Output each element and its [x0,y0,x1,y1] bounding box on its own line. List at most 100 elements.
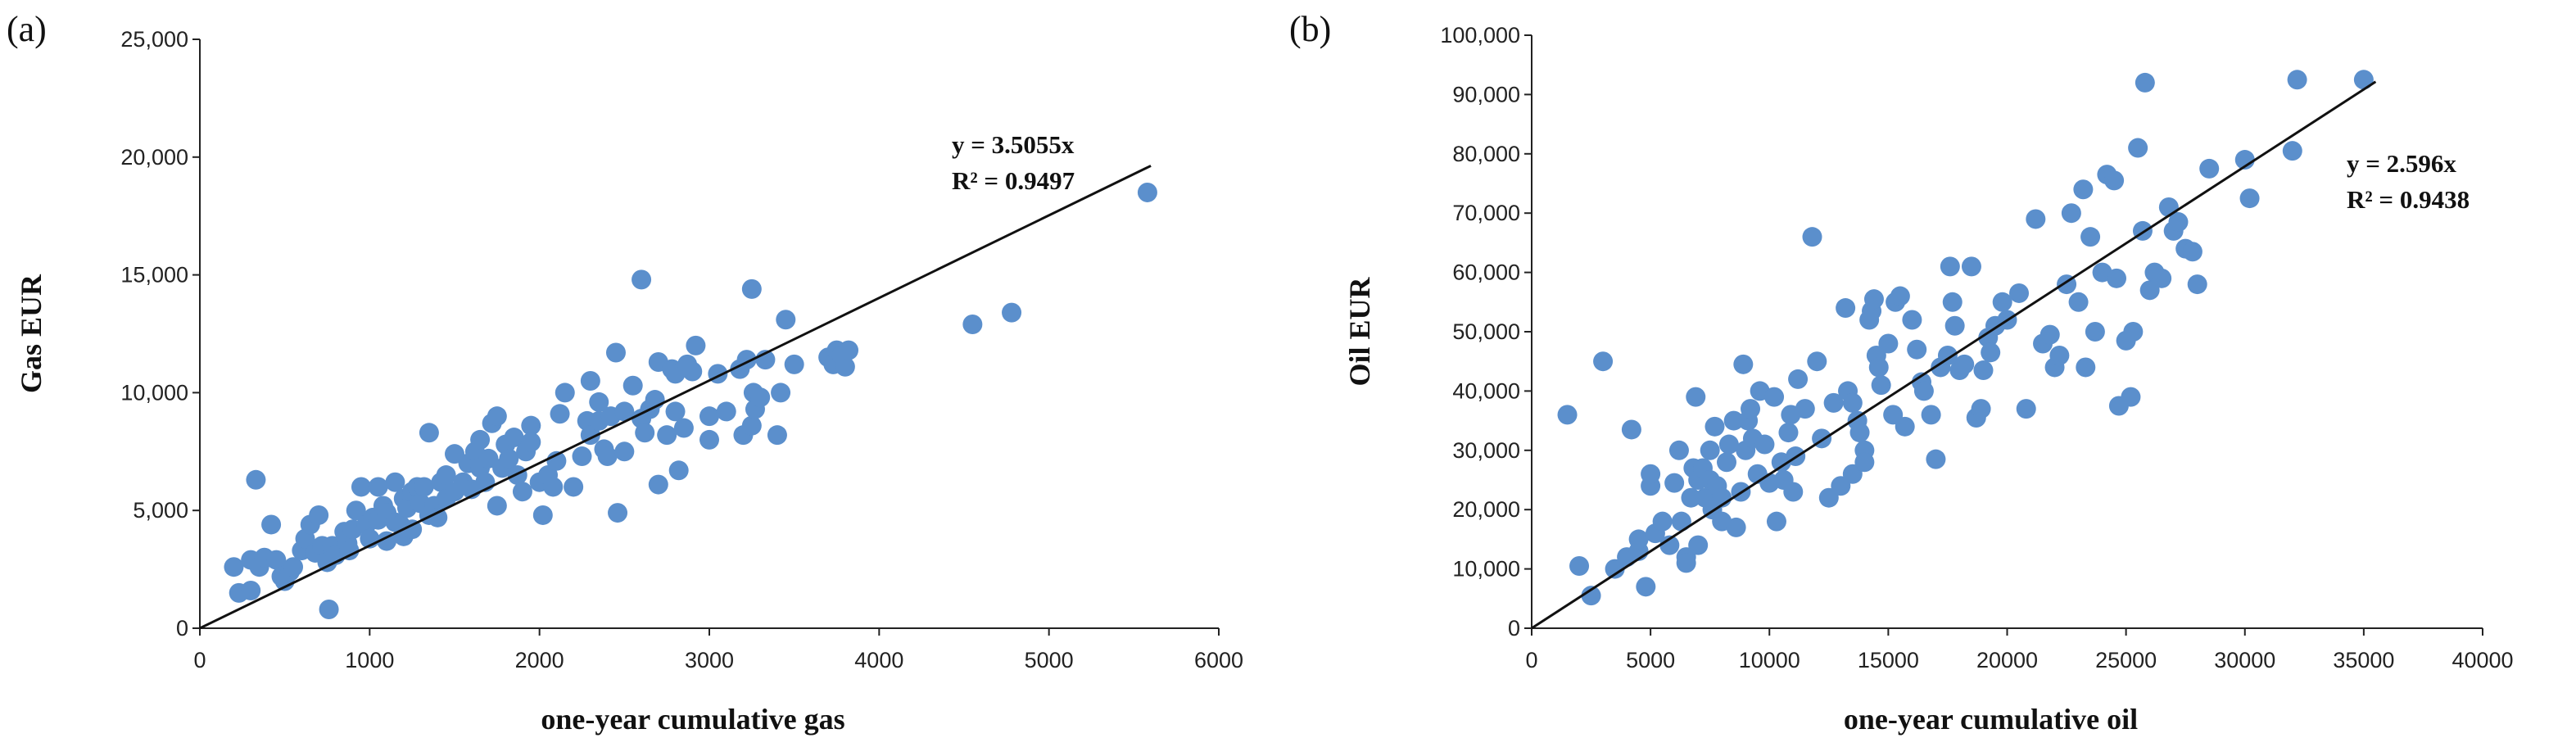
data-point [597,446,618,467]
data-point [246,469,266,490]
data-point [487,406,507,427]
data-point [351,477,371,497]
data-point [622,375,643,396]
data-point [1973,360,1994,381]
data-point [2009,283,2030,303]
data-point [1668,440,1689,460]
data-point [1723,410,1744,431]
data-point [2152,268,2172,288]
data-point [1971,399,1991,419]
x-tick-label: 35000 [2333,648,2394,672]
data-point [835,356,855,377]
data-point [614,401,635,422]
data-point [608,503,628,523]
data-point [1921,405,1941,425]
data-point [1641,464,1661,484]
data-point [1871,375,1891,396]
data-point [1878,333,1899,354]
data-point [1944,315,1965,336]
data-point [2076,357,2096,378]
y-tick-label: 80,000 [1452,142,1520,166]
data-point [1700,440,1720,460]
data-point [699,406,719,427]
x-tick-label: 5000 [1025,648,1074,672]
data-point [2199,158,2220,179]
data-point [1890,286,1910,306]
data-point [1002,302,1022,323]
data-point [1718,434,1739,455]
data-point [1652,511,1673,532]
data-point [750,387,771,408]
data-point [1764,387,1785,407]
data-point [589,392,609,412]
data-point [2135,72,2155,93]
x-tick-label: 30000 [2214,648,2275,672]
data-point [2287,70,2307,90]
data-point [385,472,405,492]
data-point [2123,322,2144,342]
x-tick-label: 0 [193,648,206,672]
data-point [741,278,762,299]
y-tick-label: 20,000 [1452,497,1520,522]
trendline-equation: y = 2.596x [2347,149,2456,178]
data-point [632,269,652,290]
data-point [1741,399,1761,419]
r-squared-label: R² = 0.9497 [952,166,1075,195]
panel-label-a: (a) [7,9,47,49]
data-point [1754,434,1775,455]
data-point [1802,227,1822,247]
x-tick-label: 20000 [1976,648,2038,672]
data-point [1937,345,1958,365]
data-point [1788,369,1809,389]
data-point [436,465,456,486]
x-tick-label: 6000 [1194,648,1243,672]
gas-eur-scatter-chart: 0 5,000 10,000 15,000 20,000 25,000 0 1000 2000 3… [15,27,1243,736]
chart-panel-a: (a) 0 5,000 10,000 15,000 20,000 25,000 0 1000 2… [0,0,1278,756]
data-point [2073,179,2094,200]
y-tick-label: 40,000 [1452,378,1520,403]
data-point [414,477,434,497]
y-tick-label: 5,000 [133,498,188,523]
data-point [283,557,304,577]
data-point [419,423,439,443]
data-point [1137,182,1157,202]
data-point [2239,188,2260,209]
data-point [543,477,564,497]
data-point [1818,487,1839,508]
data-point [2168,212,2189,233]
data-point [2085,322,2105,342]
data-point [2353,70,2374,90]
data-point [771,383,791,403]
data-point [1686,387,1706,407]
data-point [2016,399,2036,419]
data-point [1854,452,1875,473]
y-tick-label: 20,000 [120,145,188,170]
data-point [2282,141,2302,161]
data-point [521,432,541,452]
data-point [1836,298,1856,319]
data-point [2104,170,2125,191]
data-point [2026,209,2046,229]
y-tick-label: 60,000 [1452,260,1520,285]
data-point [648,474,668,495]
x-tick-label: 5000 [1626,648,1675,672]
data-point [716,401,736,422]
data-point [2049,345,2070,365]
data-point [2139,280,2160,301]
data-point [1795,399,1815,419]
x-tick-label: 15000 [1858,648,1919,672]
trendline [199,165,1152,630]
y-tick-label: 15,000 [120,263,188,287]
y-tick-label: 0 [176,616,188,641]
data-point [673,418,694,438]
data-point [555,383,575,403]
data-point [1671,511,1691,532]
x-tick-label: 10000 [1739,648,1800,672]
data-point [668,460,689,481]
data-point [2182,242,2203,262]
data-point [1842,392,1863,413]
data-point [309,505,329,525]
y-tick-label: 100,000 [1440,23,1520,48]
x-axis-title: one-year cumulative gas [541,703,844,736]
data-point [532,505,553,525]
